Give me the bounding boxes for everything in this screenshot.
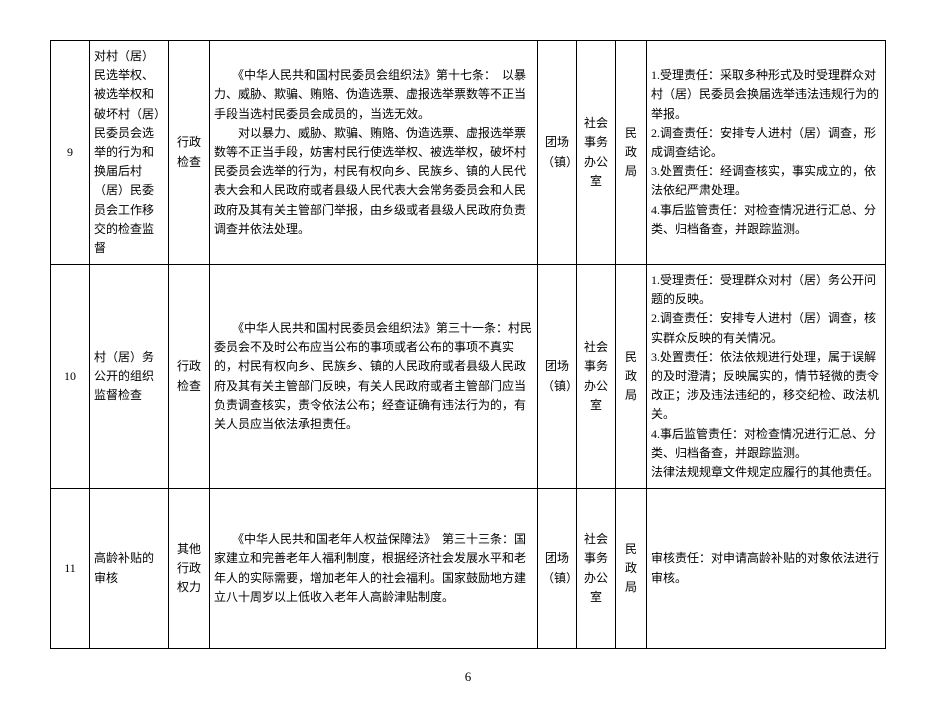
responsibility: 1.受理责任：采取多种形式及时受理群众对村（居）民委员会换届选举违法违规行为的举… xyxy=(647,41,886,265)
category: 其他行政权力 xyxy=(169,489,210,649)
page-number: 6 xyxy=(50,669,886,685)
org-level1: 团场（镇） xyxy=(538,41,577,265)
table-row: 9对村（居）民选举权、被选举权和破坏村（居）民委员会选举的行为和换届后村（居）民… xyxy=(51,41,886,265)
legal-basis: 《中华人民共和国老年人权益保障法》 第三十三条：国家建立和完善老年人福利制度，根… xyxy=(210,489,538,649)
category: 行政检查 xyxy=(169,41,210,265)
table-row: 11高龄补贴的审核其他行政权力 《中华人民共和国老年人权益保障法》 第三十三条：… xyxy=(51,489,886,649)
department: 民政局 xyxy=(616,489,647,649)
row-number: 10 xyxy=(51,265,90,489)
table-row: 10村（居）务公开的组织监督检查行政检查 《中华人民共和国村民委员会组织法》第三… xyxy=(51,265,886,489)
legal-basis: 《中华人民共和国村民委员会组织法》第十七条： 以暴力、威胁、欺骗、贿赂、伪造选票… xyxy=(210,41,538,265)
org-level2: 社会事务办公室 xyxy=(577,265,616,489)
regulation-table: 9对村（居）民选举权、被选举权和破坏村（居）民委员会选举的行为和换届后村（居）民… xyxy=(50,40,886,649)
responsibility: 1.受理责任：受理群众对村（居）务公开问题的反映。 2.调查责任：安排专人进村（… xyxy=(647,265,886,489)
legal-basis: 《中华人民共和国村民委员会组织法》第三十一条：村民委员会不及时公布应当公布的事项… xyxy=(210,265,538,489)
org-level1: 团场（镇） xyxy=(538,265,577,489)
row-number: 11 xyxy=(51,489,90,649)
department: 民政局 xyxy=(616,41,647,265)
item-name: 村（居）务公开的组织监督检查 xyxy=(90,265,169,489)
department: 民政局 xyxy=(616,265,647,489)
row-number: 9 xyxy=(51,41,90,265)
responsibility: 审核责任：对申请高龄补贴的对象依法进行审核。 xyxy=(647,489,886,649)
category: 行政检查 xyxy=(169,265,210,489)
org-level2: 社会事务办公室 xyxy=(577,41,616,265)
org-level1: 团场（镇） xyxy=(538,489,577,649)
item-name: 高龄补贴的审核 xyxy=(90,489,169,649)
item-name: 对村（居）民选举权、被选举权和破坏村（居）民委员会选举的行为和换届后村（居）民委… xyxy=(90,41,169,265)
org-level2: 社会事务办公室 xyxy=(577,489,616,649)
